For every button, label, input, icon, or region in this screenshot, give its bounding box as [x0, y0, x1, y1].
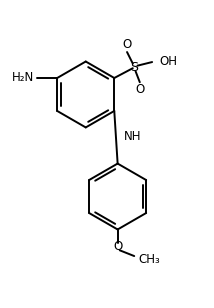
Text: O: O: [113, 240, 122, 253]
Text: H₂N: H₂N: [12, 71, 34, 84]
Text: NH: NH: [124, 130, 141, 143]
Text: CH₃: CH₃: [138, 253, 160, 266]
Text: O: O: [135, 83, 144, 96]
Text: OH: OH: [159, 55, 177, 68]
Text: S: S: [131, 61, 138, 74]
Text: O: O: [122, 38, 132, 51]
